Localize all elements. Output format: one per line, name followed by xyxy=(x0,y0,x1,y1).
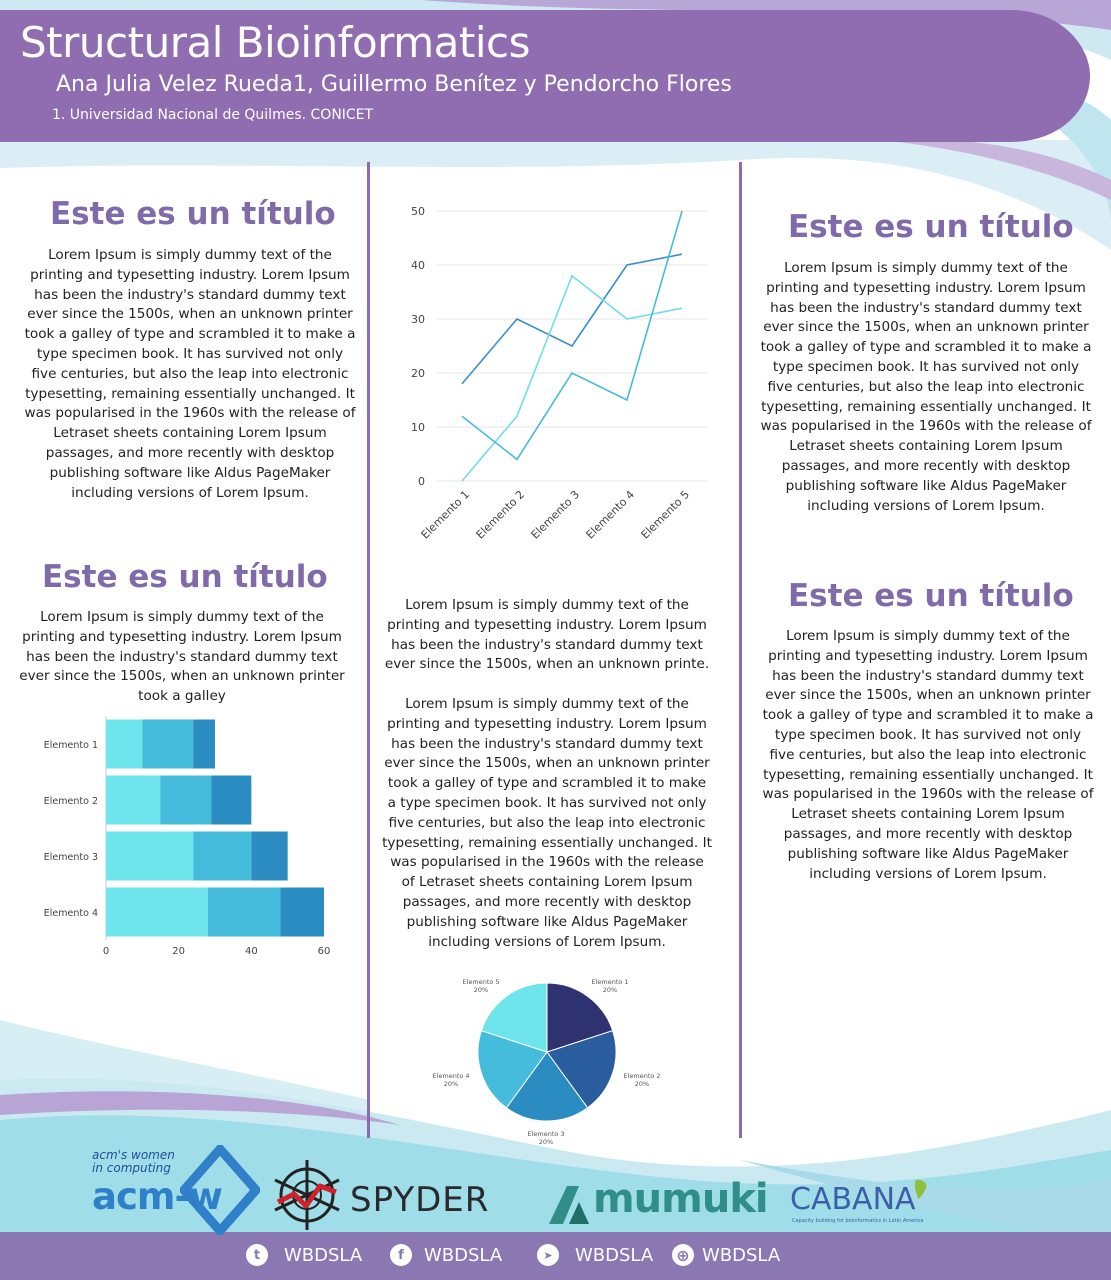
y-tick-label: Elemento 1 xyxy=(44,740,98,751)
x-tick-label: Elemento 1 xyxy=(419,488,473,542)
y-tick-label: 20 xyxy=(411,367,425,380)
y-tick-label: Elemento 3 xyxy=(44,852,98,863)
mumuki-wordmark: mumuki xyxy=(593,1176,769,1222)
section-body-5: Lorem Ipsum is simply dummy text of the … xyxy=(760,260,1092,514)
x-tick-label: 40 xyxy=(245,946,258,957)
x-tick-label: 0 xyxy=(103,946,109,957)
pie-slice-1 xyxy=(546,982,614,1053)
pie-percent-label: 20% xyxy=(539,1138,553,1146)
acm-w-tagline: acm's women in computing xyxy=(92,1148,175,1175)
x-tick-label: Elemento 5 xyxy=(639,488,693,542)
section-body-1: Lorem Ipsum is simply dummy text of the … xyxy=(24,247,356,501)
social-facebook-label: WBDSLA xyxy=(424,1244,503,1266)
acm-w-diamond-icon xyxy=(180,1145,260,1235)
bar-segment-2-1 xyxy=(106,775,161,825)
section-title-6: Este es un título xyxy=(788,578,1074,614)
cabana-continent-icon xyxy=(914,1179,927,1199)
x-tick-label: 20 xyxy=(172,946,185,957)
twitter-icon: t xyxy=(246,1244,268,1266)
column-divider-left xyxy=(367,162,370,1138)
line-series-1 xyxy=(461,253,683,385)
bar-segment-3-3 xyxy=(251,831,288,881)
bar-segment-3-1 xyxy=(106,831,194,881)
section-title-1: Este es un título xyxy=(50,196,336,232)
telegram-icon: ➤ xyxy=(537,1244,559,1266)
poster-title: Structural Bioinformatics xyxy=(20,18,530,67)
x-tick-label: 60 xyxy=(318,946,331,957)
spyder-logo: SPYDER xyxy=(270,1158,500,1238)
cabana-wordmark: CABANA xyxy=(790,1182,916,1217)
social-web[interactable]: ⊕ WBDSLA xyxy=(672,1244,780,1266)
section-body-4: Lorem Ipsum is simply dummy text of the … xyxy=(382,696,712,950)
y-tick-label: 10 xyxy=(411,421,425,434)
section-body-6: Lorem Ipsum is simply dummy text of the … xyxy=(762,628,1094,882)
section-title-2: Este es un título xyxy=(42,559,328,595)
line-series-2 xyxy=(461,274,683,482)
pie-slice-2 xyxy=(546,1030,617,1109)
pie-label: Elemento 3 xyxy=(527,1130,564,1138)
mumuki-mark-icon xyxy=(549,1186,589,1224)
social-facebook[interactable]: f WBDSLA xyxy=(390,1244,502,1266)
pie-label: Elemento 1 xyxy=(591,978,628,986)
header-band xyxy=(0,10,1090,142)
pie-percent-label: 20% xyxy=(635,1080,649,1088)
pie-percent-label: 20% xyxy=(444,1080,458,1088)
bar-segment-2-2 xyxy=(160,775,212,825)
cabana-tagline: Capacity building for bioinformatics in … xyxy=(792,1218,924,1224)
pie-chart: Elemento 120%Elemento 220%Elemento 320%E… xyxy=(432,978,660,1146)
pie-slice-5 xyxy=(480,982,548,1053)
stacked-bar-chart: Elemento 1 Elemento 2 Elemento 3 Elemento 4… xyxy=(44,716,331,957)
y-tick-label: Elemento 4 xyxy=(44,908,98,919)
x-tick-label: Elemento 2 xyxy=(474,488,528,542)
social-twitter-label: WBDSLA xyxy=(284,1244,363,1266)
facebook-icon: f xyxy=(390,1244,412,1266)
y-tick-label: 50 xyxy=(411,205,425,218)
section-body-3: Lorem Ipsum is simply dummy text of the … xyxy=(384,597,710,673)
social-twitter[interactable]: t WBDSLA xyxy=(246,1244,362,1266)
bar-segment-1-2 xyxy=(142,719,194,769)
line-series-3 xyxy=(461,210,683,461)
pie-slice-4 xyxy=(477,1030,548,1109)
y-tick-label: 40 xyxy=(411,259,425,272)
pie-label: Elemento 4 xyxy=(432,1072,469,1080)
social-web-label: WBDSLA xyxy=(702,1244,781,1266)
pie-label: Elemento 2 xyxy=(623,1072,660,1080)
bar-segment-3-2 xyxy=(193,831,252,881)
pie-percent-label: 20% xyxy=(474,986,488,994)
y-tick-label: 0 xyxy=(418,475,425,488)
bar-segment-4-2 xyxy=(207,887,281,937)
cabana-logo: CABANA Capacity building for bioinformat… xyxy=(790,1179,940,1232)
social-telegram-label: WBDSLA xyxy=(575,1244,654,1266)
social-telegram[interactable]: ➤ WBDSLA xyxy=(537,1244,653,1266)
spyder-web-icon xyxy=(274,1160,340,1230)
pie-percent-label: 20% xyxy=(603,986,617,994)
bar-segment-4-3 xyxy=(280,887,324,937)
column-divider-right xyxy=(739,162,742,1138)
acm-w-wordmark: acm-w xyxy=(92,1175,223,1218)
bar-segment-1-3 xyxy=(193,719,215,769)
mumuki-logo: mumuki xyxy=(545,1176,769,1236)
acm-w-logo: acm's women in computing acm-w xyxy=(90,1145,260,1235)
globe-icon: ⊕ xyxy=(672,1244,694,1266)
x-tick-label: Elemento 4 xyxy=(584,488,638,542)
pie-slice-3 xyxy=(505,1051,589,1122)
spyder-wordmark: SPYDER xyxy=(350,1180,490,1220)
poster-authors: Ana Julia Velez Rueda1, Guillermo Beníte… xyxy=(56,72,732,97)
bar-segment-2-3 xyxy=(211,775,252,825)
bar-segment-4-1 xyxy=(106,887,208,937)
bar-segment-1-1 xyxy=(106,719,143,769)
section-title-5: Este es un título xyxy=(788,209,1074,245)
x-tick-label: Elemento 3 xyxy=(529,488,583,542)
pie-label: Elemento 5 xyxy=(462,978,499,986)
y-tick-label: Elemento 2 xyxy=(44,796,98,807)
section-body-2: Lorem Ipsum is simply dummy text of the … xyxy=(19,609,345,705)
poster-affiliation: 1. Universidad Nacional de Quilmes. CONI… xyxy=(52,107,374,123)
y-tick-label: 30 xyxy=(411,313,425,326)
